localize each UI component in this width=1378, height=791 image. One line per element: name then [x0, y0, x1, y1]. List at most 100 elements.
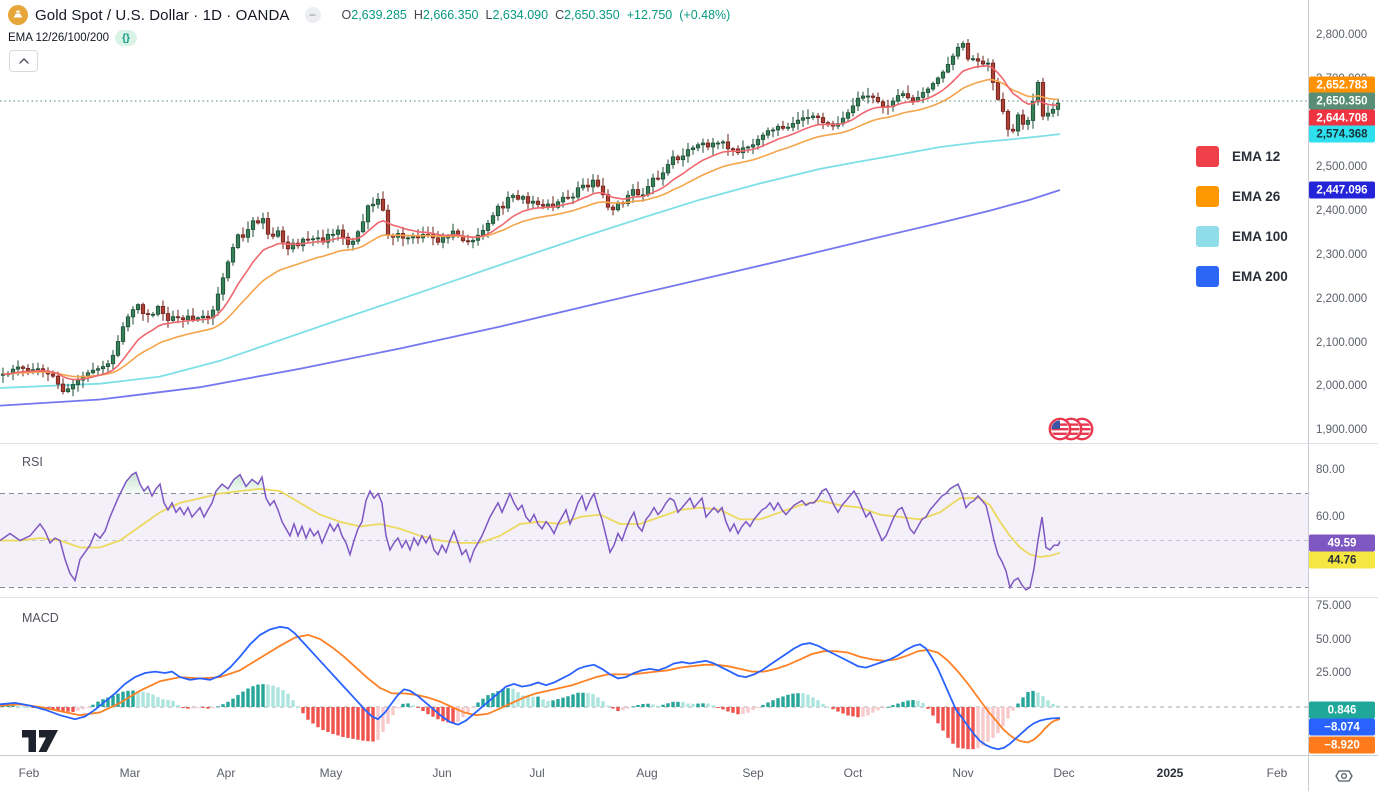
candle-up: [715, 142, 721, 145]
candle-down: [870, 95, 876, 98]
candle-up: [930, 83, 936, 90]
time-axis-label: Mar: [119, 766, 141, 780]
candle-up: [985, 62, 991, 65]
ema200-price-label: 2,447.096: [1309, 181, 1375, 199]
candle-up: [580, 184, 586, 189]
tradingview-logo[interactable]: [22, 730, 58, 752]
candle-down: [565, 196, 571, 199]
ema12-line[interactable]: [2, 64, 1059, 381]
candle-up: [325, 233, 331, 243]
candle-up: [95, 368, 101, 371]
candle-down: [875, 96, 881, 103]
legend-item-ema-26[interactable]: EMA 26: [1196, 183, 1288, 209]
candle-up: [215, 293, 221, 311]
symbol-collapse-button[interactable]: −: [304, 7, 321, 23]
axis-settings-icon[interactable]: [1335, 770, 1353, 782]
candle-down: [500, 205, 506, 209]
candle-down: [465, 240, 471, 243]
symbol-title[interactable]: Gold Spot / U.S. Dollar · 1D · OANDA: [35, 6, 290, 24]
candle-down: [340, 229, 346, 238]
candle-up: [360, 221, 366, 233]
macd-signal-value-label: −8.920: [1309, 736, 1375, 754]
macd-pane-title[interactable]: MACD: [22, 611, 59, 625]
ema-indicator-label[interactable]: EMA 12/26/100/200: [8, 32, 110, 44]
candle-down: [270, 233, 276, 237]
rsi-pane[interactable]: [0, 471, 1308, 591]
candle-up: [520, 196, 526, 200]
candle-down: [595, 179, 601, 187]
candle-down: [175, 316, 181, 319]
rsi-value-label: 49.59: [1309, 534, 1375, 552]
candle-up: [920, 92, 926, 98]
macd-pane[interactable]: [0, 625, 1308, 751]
candle-up: [900, 93, 906, 96]
candle-down: [730, 148, 736, 151]
price-gridline-label: 2,200.000: [1316, 293, 1368, 305]
price-gridline-label: 2,400.000: [1316, 205, 1368, 217]
ema200-line[interactable]: [0, 189, 1061, 407]
candle-up: [135, 304, 141, 311]
candle-up: [790, 123, 796, 128]
legend-label: EMA 26: [1232, 188, 1281, 204]
candle-down: [265, 218, 271, 235]
legend-swatch: [1196, 145, 1219, 167]
ema12-price-label: 2,644.708: [1309, 109, 1375, 127]
rsi-line[interactable]: [0, 471, 1061, 591]
candle-down: [140, 304, 146, 315]
candle-up: [130, 309, 136, 318]
candle-up: [575, 187, 581, 198]
candle-up: [955, 46, 961, 57]
candle-down: [255, 220, 261, 224]
candle-down: [655, 177, 661, 180]
rsi-pane-title[interactable]: RSI: [22, 455, 43, 469]
candle-up: [365, 205, 371, 223]
candle-down: [160, 305, 166, 315]
candle-up: [1050, 108, 1056, 114]
candle-up: [370, 203, 376, 207]
time-axis-label: Feb: [1266, 766, 1288, 780]
candlestick-series[interactable]: [0, 39, 1061, 397]
macd-hist-value-label: 0.846: [1309, 701, 1375, 719]
ema26-line[interactable]: [3, 78, 1059, 378]
ema-legend[interactable]: EMA 12 EMA 26 EMA 100 EMA 200: [1196, 143, 1288, 303]
collapse-panel-button[interactable]: [9, 50, 38, 72]
price-gridline-label: 2,100.000: [1316, 337, 1368, 349]
candle-up: [950, 55, 956, 65]
candle-up: [485, 222, 491, 231]
legend-item-ema-200[interactable]: EMA 200: [1196, 263, 1288, 289]
time-axis-label: Aug: [636, 766, 658, 780]
macd-signal-line[interactable]: [0, 633, 1061, 744]
candle-down: [180, 317, 186, 320]
candle-up: [925, 88, 931, 93]
candle-up: [1030, 101, 1036, 121]
candle-up: [150, 313, 156, 316]
candle-down: [280, 230, 286, 243]
candle-up: [695, 144, 701, 149]
price-pane[interactable]: [0, 39, 1308, 407]
rsi-ma-line[interactable]: [0, 487, 1061, 558]
candle-up: [75, 379, 81, 385]
candle-up: [300, 238, 306, 247]
low-label: L: [485, 8, 493, 22]
source-code-icon[interactable]: {}: [115, 30, 138, 46]
candle-up: [755, 139, 761, 146]
candle-up: [35, 368, 41, 371]
candle-down: [880, 101, 886, 107]
candle-up: [120, 326, 126, 342]
macd-line[interactable]: [0, 625, 1061, 751]
ema100-line[interactable]: [0, 133, 1061, 389]
candle-up: [805, 117, 811, 119]
candle-down: [165, 313, 171, 321]
candle-up: [100, 366, 106, 370]
event-flags-icon[interactable]: [1048, 417, 1094, 441]
indicator-header: EMA 12/26/100/200 {}: [8, 30, 138, 46]
legend-item-ema-100[interactable]: EMA 100: [1196, 223, 1288, 249]
candle-up: [510, 195, 516, 198]
open-label: O: [341, 8, 352, 22]
candle-up: [615, 202, 621, 211]
legend-item-ema-12[interactable]: EMA 12: [1196, 143, 1288, 169]
candle-up: [745, 146, 751, 149]
candle-up: [105, 363, 111, 367]
